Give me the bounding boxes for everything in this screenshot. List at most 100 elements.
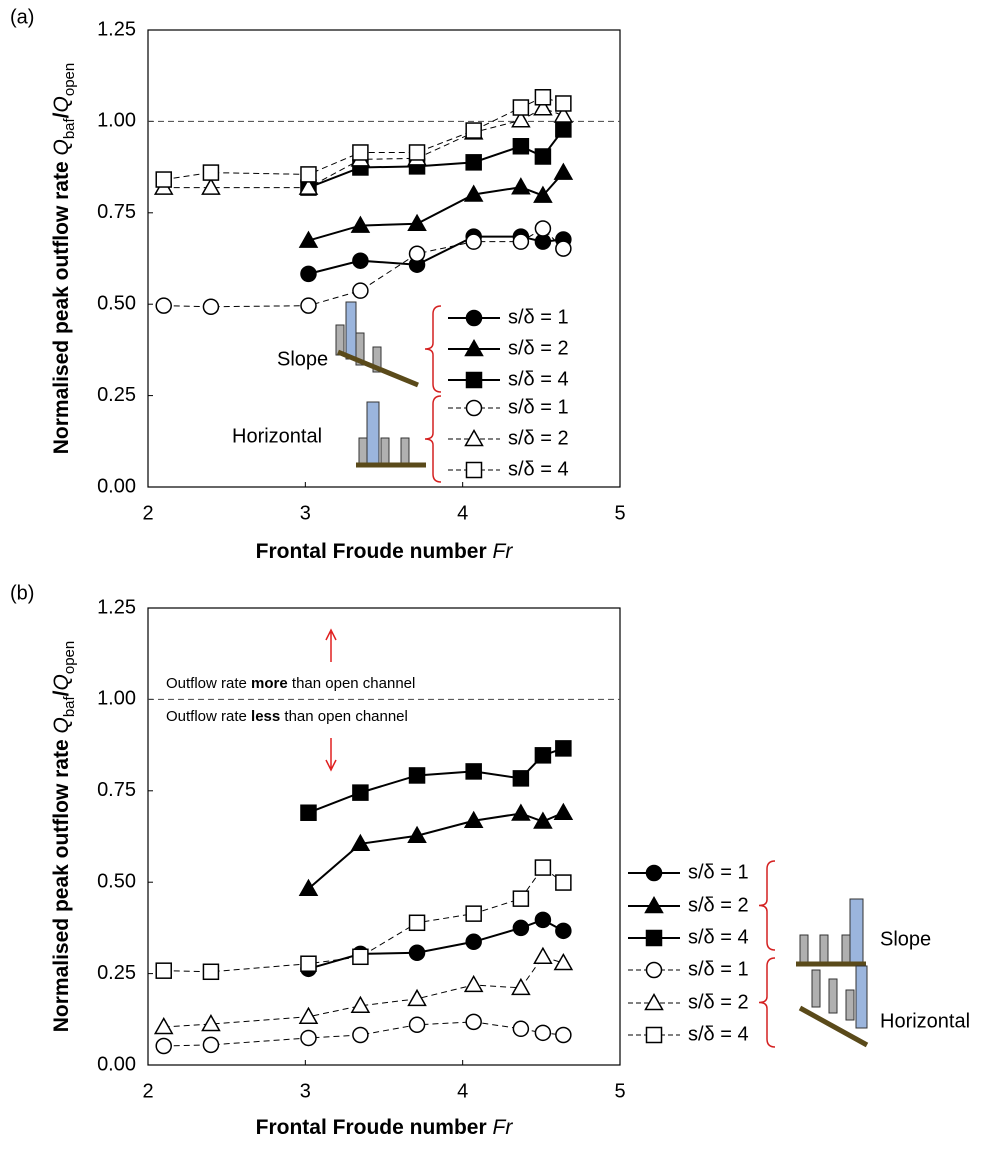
data-point (555, 922, 572, 940)
data-point (155, 962, 172, 979)
legend-group-label: Slope (277, 348, 328, 370)
y-tick-label: 0.50 (97, 292, 136, 314)
legend-label: s/δ = 1 (508, 306, 569, 328)
baffle (841, 934, 851, 963)
label-part: Outflow rate (166, 675, 251, 692)
data-point (533, 98, 553, 116)
series-line (163, 956, 564, 1028)
label-part: less (251, 708, 280, 725)
data-point (463, 974, 484, 993)
data-point (201, 1014, 221, 1032)
legend-label: s/δ = 2 (508, 337, 569, 359)
data-point (511, 110, 531, 128)
y-tick-label: 0.75 (97, 201, 136, 223)
data-point (511, 977, 531, 996)
x-axis-label: Frontal Froude number Fr (256, 540, 514, 563)
label-part: more (251, 675, 288, 692)
legend-marker (465, 309, 483, 327)
data-point (534, 220, 552, 237)
data-point (408, 914, 426, 932)
data-point (300, 1029, 317, 1047)
x-tick-label: 5 (614, 1080, 625, 1102)
legend-label: s/δ = 1 (688, 958, 749, 980)
data-point (350, 995, 371, 1014)
arrow (325, 628, 337, 662)
data-point (155, 171, 172, 188)
label-part: baf (61, 117, 78, 139)
data-point (298, 878, 319, 897)
x-tick-label: 4 (457, 502, 468, 524)
data-point (555, 95, 572, 112)
label-part: Fr (493, 1116, 514, 1139)
data-point (408, 1016, 426, 1034)
data-point (533, 185, 553, 203)
x-tick-label: 5 (614, 502, 625, 524)
label-part: / (50, 112, 73, 118)
baffle (811, 969, 821, 1008)
label-part: Q (50, 717, 73, 733)
series-line (163, 96, 564, 181)
data-point (202, 963, 220, 981)
data-point (512, 770, 530, 787)
y-axis-label: Normalised peak outflow rate Qbaf/Qopen (50, 63, 79, 455)
baffle-tall (345, 301, 357, 360)
x-axis-label: Frontal Froude number Fr (256, 1116, 514, 1139)
data-point (512, 890, 530, 907)
baffle (400, 437, 410, 464)
data-point (202, 298, 220, 316)
y-tick-label: 0.25 (97, 962, 136, 984)
baffle (355, 332, 365, 366)
data-point (553, 162, 574, 180)
panel-label: (b) (10, 582, 34, 604)
y-tick-label: 0.25 (97, 384, 136, 406)
arrow (325, 738, 337, 772)
channel-bed (337, 349, 419, 388)
legend-brace (424, 305, 442, 393)
y-tick-label: 1.00 (97, 688, 136, 710)
data-point (512, 233, 530, 250)
legend-group-label: Horizontal (880, 1010, 970, 1032)
label-part: open (61, 63, 78, 96)
data-point (534, 911, 552, 929)
data-point (153, 1016, 174, 1035)
data-point (512, 919, 530, 937)
data-point (300, 297, 317, 314)
label-part: / (50, 690, 73, 696)
label-part: open (61, 641, 78, 674)
data-point (465, 905, 482, 922)
legend-brace (758, 860, 776, 951)
data-point (465, 1013, 482, 1031)
data-point (534, 148, 552, 165)
data-point (553, 105, 574, 123)
series-line (307, 811, 564, 890)
channel-bed (798, 1005, 869, 1048)
baffle (799, 934, 809, 963)
data-point (533, 946, 553, 965)
legend-label: s/δ = 4 (508, 458, 569, 480)
y-tick-label: 0.00 (97, 475, 136, 497)
data-point (553, 952, 574, 971)
data-point (534, 89, 552, 106)
label-part: Normalised peak outflow rate (50, 734, 73, 1033)
data-point (512, 99, 530, 116)
legend-label: s/δ = 4 (688, 926, 749, 948)
legend-marker (645, 929, 663, 947)
x-tick-label: 2 (142, 1080, 153, 1102)
data-point (352, 144, 369, 161)
label-part: Q (50, 674, 73, 690)
label-part: Normalised peak outflow rate (50, 156, 73, 455)
data-point (533, 811, 553, 829)
label-part: than open channel (288, 675, 416, 692)
data-point (407, 988, 427, 1007)
data-point (463, 184, 484, 202)
y-tick-label: 0.75 (97, 779, 136, 801)
data-point (350, 833, 371, 852)
data-point (408, 767, 426, 784)
legend-group-label: Horizontal (232, 425, 322, 447)
data-point (512, 1020, 530, 1038)
data-point (155, 297, 172, 314)
data-point (465, 933, 482, 951)
legend-marker (645, 961, 663, 979)
label-part: baf (61, 695, 78, 717)
legend-label: s/δ = 1 (508, 396, 569, 418)
